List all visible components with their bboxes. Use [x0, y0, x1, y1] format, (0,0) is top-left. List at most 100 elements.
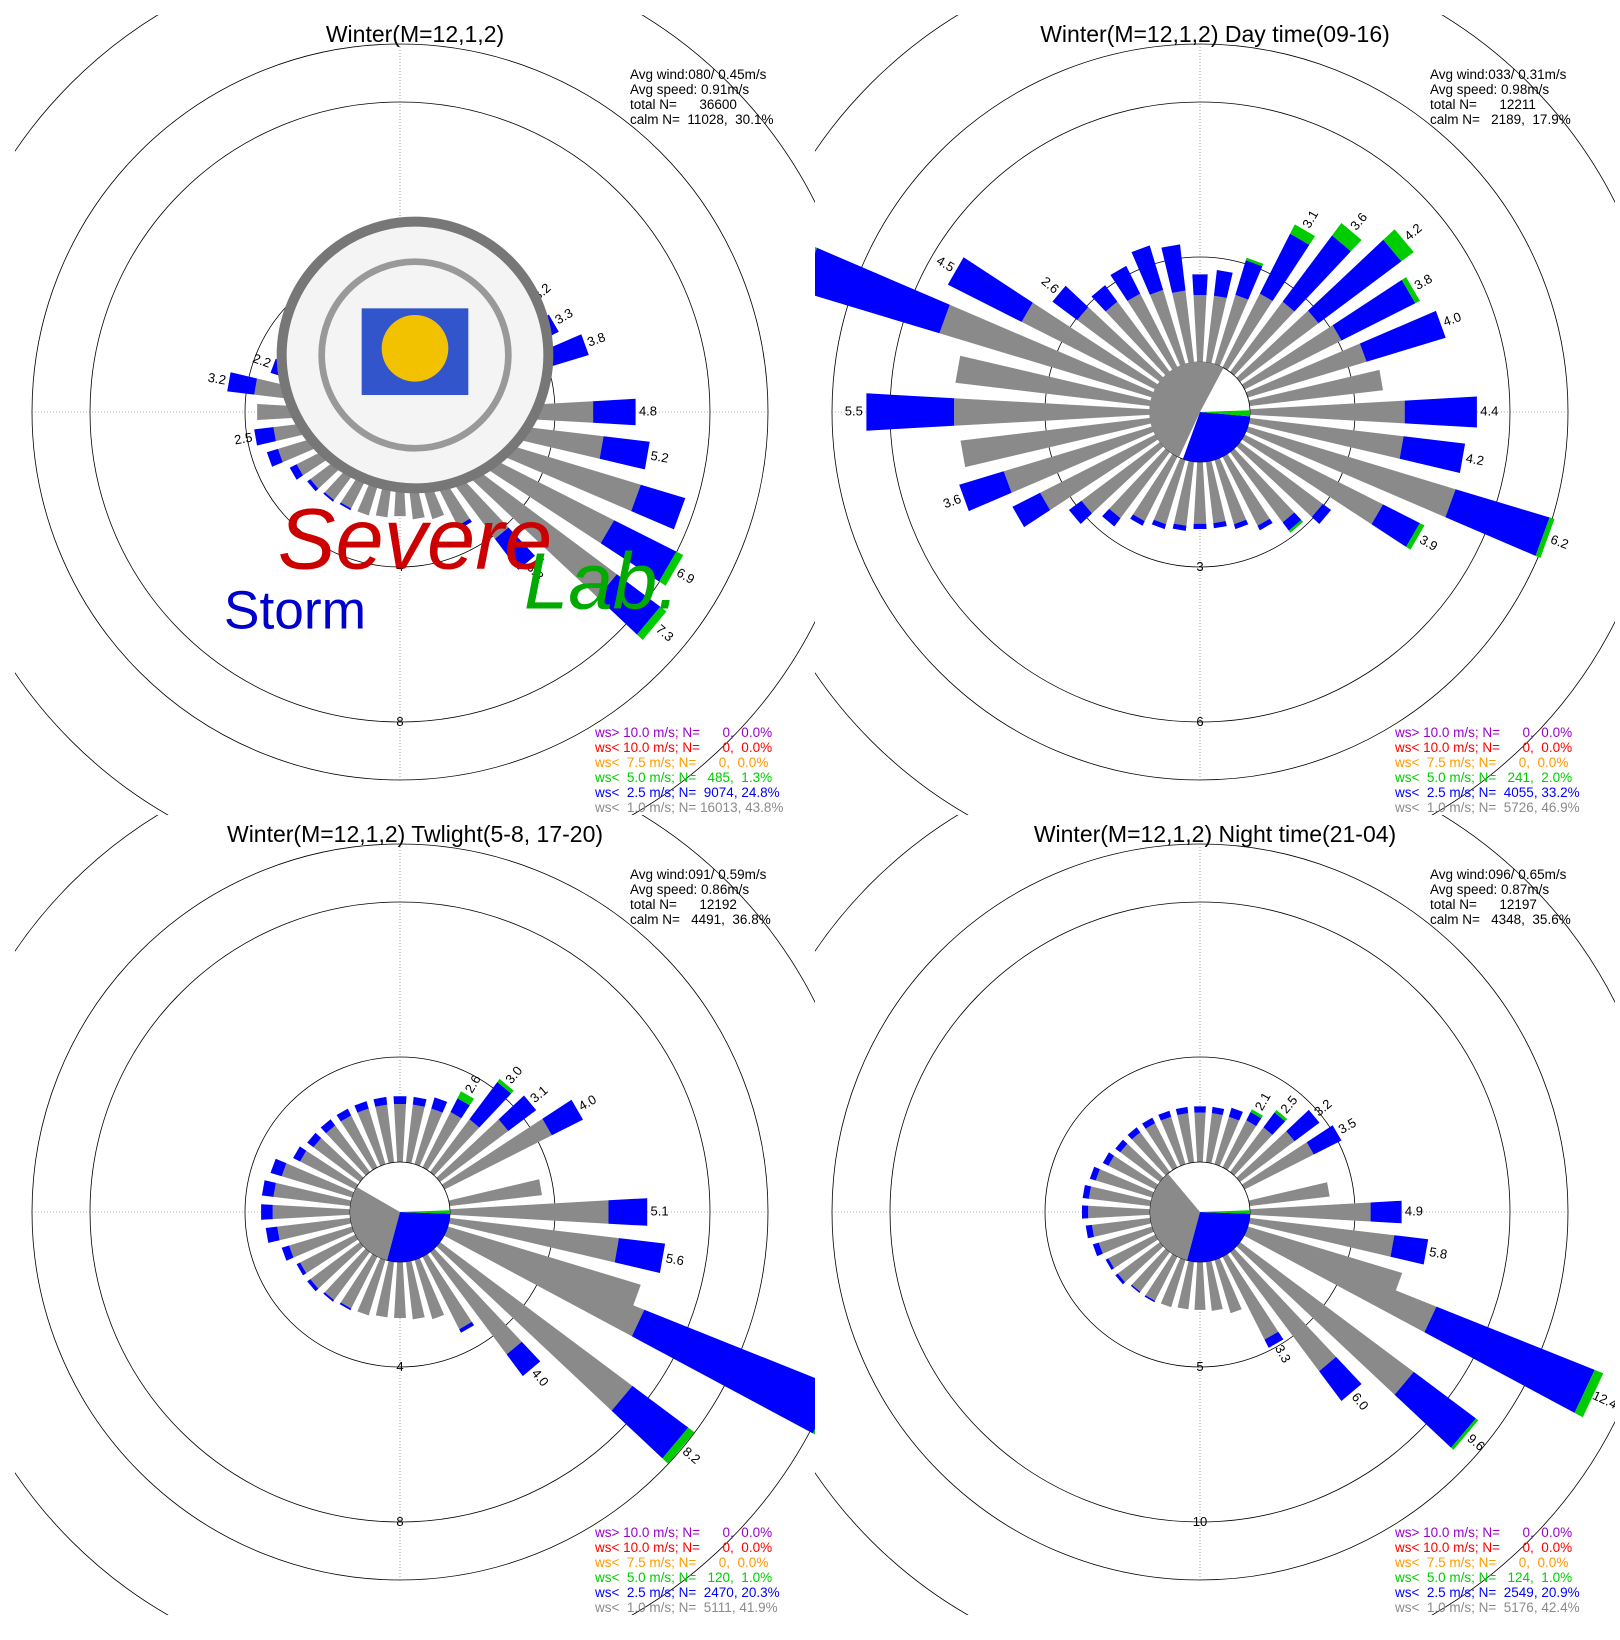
sector-value-label: 5.1	[651, 1203, 669, 1218]
wind-sector-blue	[614, 1238, 666, 1273]
wind-sector-green	[1332, 223, 1362, 252]
wind-sector-gray	[1088, 1186, 1152, 1207]
sector-value-label: 3.2	[1311, 1096, 1334, 1119]
wind-sector-gray	[448, 1217, 619, 1263]
wind-sector-gray	[960, 417, 1152, 468]
wind-sector-blue	[1082, 1185, 1091, 1199]
sector-value-label: 3.9	[1417, 532, 1440, 554]
sector-value-label: 2.5	[233, 430, 253, 448]
wind-sector-gray	[273, 1182, 352, 1207]
sector-value-label: 3.8	[585, 329, 607, 349]
wind-sector-blue	[1175, 1106, 1189, 1115]
wind-sector-gray	[405, 1260, 425, 1320]
wind-sector-blue	[1091, 285, 1118, 312]
wind-sector-blue	[320, 1119, 336, 1134]
wind-sector-blue	[1263, 1112, 1286, 1135]
calm-wedge-gray	[1150, 1173, 1200, 1261]
wind-sector-blue	[339, 502, 352, 511]
wind-sector-gray	[1244, 1230, 1437, 1333]
wind-sector-gray	[441, 1118, 552, 1190]
wind-sector-gray	[1193, 461, 1207, 524]
wind-sector-gray	[1108, 1155, 1159, 1190]
wind-sector-blue	[270, 1158, 287, 1177]
chart-title: Winter(M=12,1,2) Night time(21-04)	[1033, 821, 1397, 847]
calm-n: calm N= 4348, 35.6%	[1430, 912, 1571, 927]
avg-speed: Avg speed: 0.86m/s	[630, 882, 750, 897]
wind-sector-blue	[1115, 1139, 1128, 1153]
wind-sector-gray	[1193, 295, 1207, 363]
wind-sector-gray	[1040, 434, 1159, 511]
wind-sector-blue	[866, 393, 955, 431]
wind-sector-gray	[422, 1112, 462, 1171]
wind-sector-blue	[293, 1146, 307, 1162]
legend-ws-lt5: ws< 5.0 m/s; N= 485, 1.3%	[595, 770, 773, 785]
wind-sector-blue	[1213, 270, 1233, 298]
wind-sector-blue	[1211, 1106, 1225, 1115]
wind-sector-blue	[959, 471, 1012, 512]
wind-sector-blue	[600, 520, 677, 582]
wind-sector-gray	[340, 1115, 378, 1171]
speed-legend: ws> 10.0 m/s; N= 0, 0.0% ws< 10.0 m/s; N…	[595, 725, 783, 815]
sector-value-label: 4.2	[1401, 220, 1424, 243]
wind-sector-gray	[1077, 307, 1164, 382]
legend-ws-lt10: ws< 10.0 m/s; N= 0, 0.0%	[1395, 1540, 1573, 1555]
ring-label: 6	[1196, 714, 1203, 729]
sector-value-label: 3.1	[1299, 207, 1321, 230]
avg-speed: Avg speed: 0.98m/s	[1430, 82, 1550, 97]
wind-sector-gray	[1214, 294, 1249, 366]
wind-sector-gray	[444, 1230, 645, 1337]
wind-sector-gray	[394, 1104, 406, 1163]
logo-text-lab: Lab.	[524, 536, 680, 625]
calm-wedge-green	[1200, 1210, 1251, 1214]
wind-sector-gray	[375, 1260, 395, 1318]
wind-sector-gray	[1194, 1261, 1206, 1310]
windrose-panel-nighttime: 510152.12.53.23.54.95.812.49.66.03.3 Win…	[815, 815, 1615, 1615]
logo-text-severe: Severe	[278, 491, 553, 587]
legend-ws-gt10: ws> 10.0 m/s; N= 0, 0.0%	[1395, 725, 1573, 740]
wind-sector-blue	[1012, 492, 1051, 528]
windrose-panel-all: 48122.02.83.23.33.84.85.26.97.33.82.53.2…	[15, 15, 815, 815]
legend-ws-lt2p5: ws< 2.5 m/s; N= 2470, 20.3%	[595, 1585, 780, 1600]
wind-sector-blue	[1332, 279, 1416, 341]
wind-sector-gray	[449, 1200, 609, 1224]
sector-value-label: 4.0	[529, 1366, 552, 1389]
wind-sector-blue	[354, 1101, 369, 1113]
legend-ws-lt10: ws< 10.0 m/s; N= 0, 0.0%	[1395, 740, 1573, 755]
wind-sector-gray	[1003, 426, 1154, 493]
wind-sector-blue	[597, 574, 661, 635]
wind-sector-gray	[1205, 460, 1226, 524]
wind-sector-green	[1574, 1369, 1604, 1418]
wind-sector-blue	[1445, 489, 1550, 556]
sector-value-label: 3.1	[527, 1083, 550, 1106]
wind-sector-blue	[254, 427, 276, 446]
calm-wedge-gray	[350, 1187, 400, 1261]
sector-value-label: 4.2	[1465, 450, 1485, 468]
wind-sector-blue	[393, 1096, 407, 1104]
wind-sector-blue	[307, 1279, 319, 1292]
sector-value-label: 2.6	[1039, 273, 1062, 296]
wind-sector-gray	[1249, 400, 1405, 424]
wind-sector-gray	[272, 1204, 351, 1220]
sector-value-label: 3.6	[1347, 210, 1370, 233]
wind-sector-gray	[1248, 417, 1404, 459]
wind-sector-gray	[955, 355, 1152, 407]
wind-sector-gray	[277, 1217, 352, 1241]
wind-sector-gray	[1149, 289, 1186, 366]
sector-value-label: 4.4	[1480, 403, 1498, 418]
legend-ws-lt1: ws< 1.0 m/s; N= 5726, 46.9%	[1395, 800, 1580, 815]
wind-sector-green	[1383, 229, 1414, 262]
wind-sector-gray	[1246, 426, 1456, 518]
legend-ws-lt7p5: ws< 7.5 m/s; N= 0, 0.0%	[1395, 755, 1569, 770]
wind-sector-gray	[310, 1242, 364, 1289]
wind-sector-gray	[1205, 1260, 1223, 1311]
wind-sector-blue	[947, 257, 1033, 322]
total-n: total N= 12211	[1430, 97, 1536, 112]
wind-sector-gray	[1248, 369, 1383, 407]
legend-ws-gt10: ws> 10.0 m/s; N= 0, 0.0%	[1395, 1525, 1573, 1540]
avg-wind: Avg wind:080/ 0.45m/s	[630, 67, 767, 82]
wind-sector-blue	[1235, 260, 1263, 300]
wind-sector-blue	[1142, 1117, 1156, 1129]
calm-wedge-green	[1200, 410, 1251, 417]
wind-sector-green	[1401, 277, 1420, 304]
wind-sector-gray	[436, 1119, 509, 1182]
